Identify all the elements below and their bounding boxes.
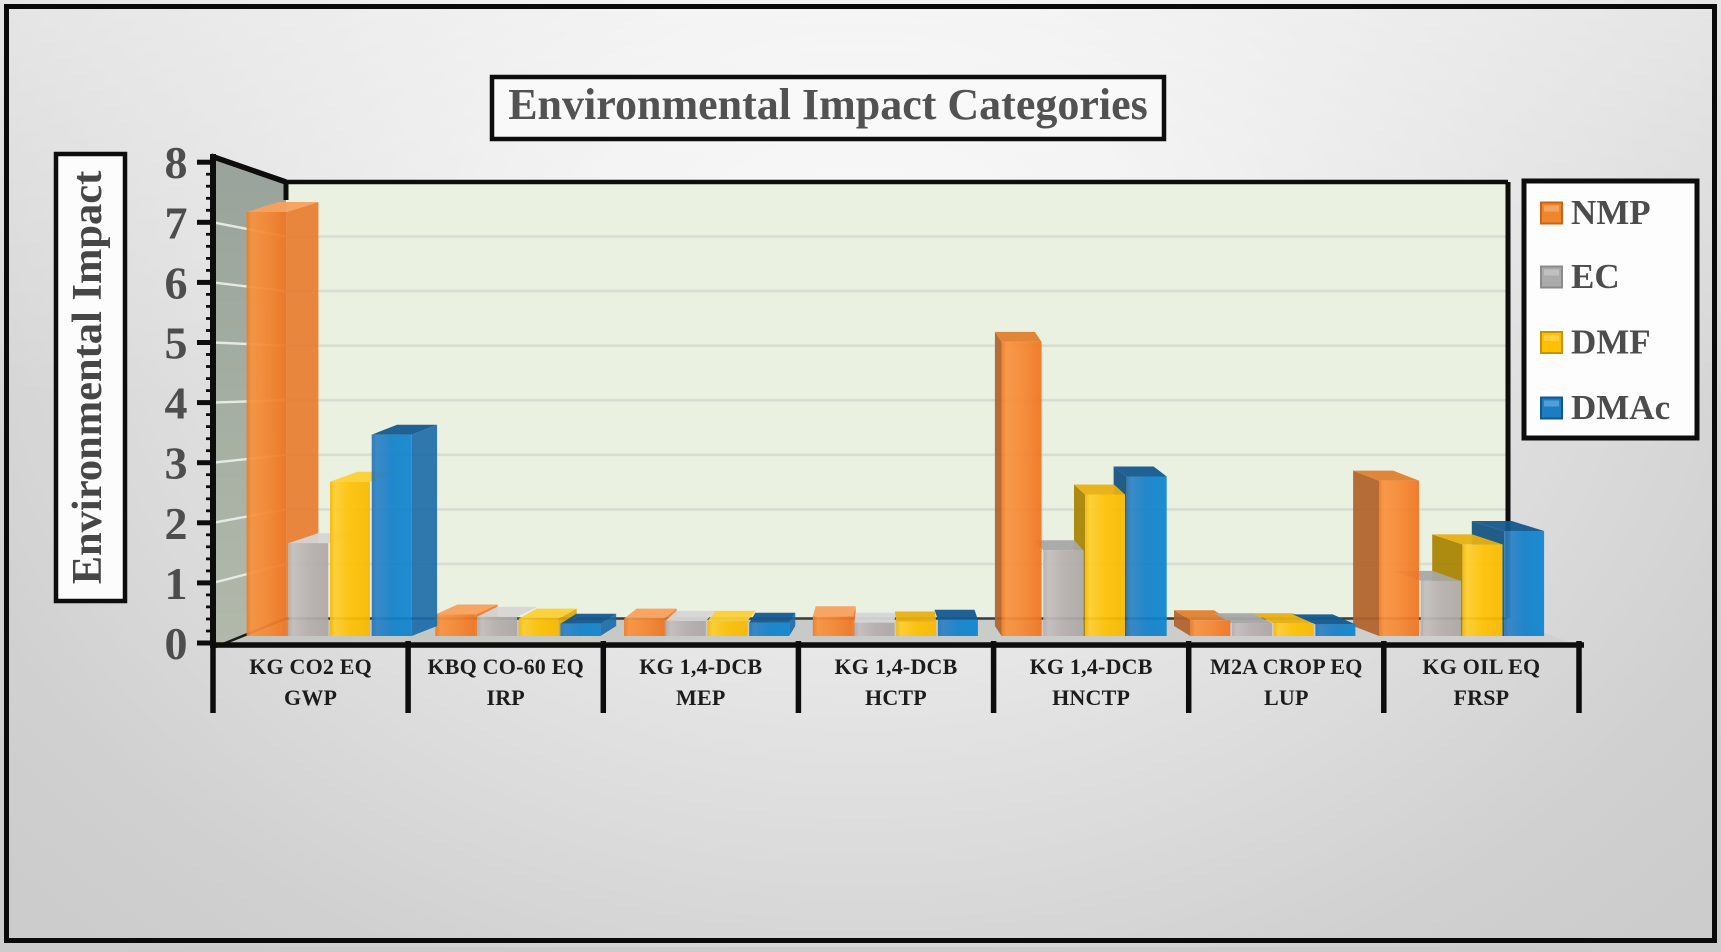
svg-text:DMF: DMF [1571,323,1651,362]
svg-text:KG 1,4-DCB: KG 1,4-DCB [835,654,958,679]
svg-text:M2A CROP EQ: M2A CROP EQ [1210,654,1363,679]
svg-text:KG CO2 EQ: KG CO2 EQ [249,654,372,679]
svg-text:0: 0 [165,618,188,669]
svg-text:3: 3 [165,438,188,489]
svg-text:1: 1 [165,558,188,609]
svg-text:GWP: GWP [284,685,337,710]
svg-text:KG 1,4-DCB: KG 1,4-DCB [639,654,762,679]
svg-text:LUP: LUP [1264,685,1309,710]
svg-text:KG OIL EQ: KG OIL EQ [1422,654,1540,679]
svg-text:NMP: NMP [1571,193,1651,232]
svg-text:7: 7 [165,197,188,248]
svg-text:Environmental Impact Categorie: Environmental Impact Categories [508,80,1148,129]
svg-text:DMAc: DMAc [1571,388,1670,427]
svg-text:8: 8 [165,137,188,188]
svg-text:4: 4 [165,378,188,429]
svg-text:EC: EC [1571,257,1620,296]
svg-text:KG 1,4-DCB: KG 1,4-DCB [1030,654,1153,679]
svg-text:HNCTP: HNCTP [1052,685,1130,710]
svg-text:IRP: IRP [486,685,525,710]
svg-text:HCTP: HCTP [865,685,927,710]
svg-text:FRSP: FRSP [1453,685,1509,710]
svg-text:6: 6 [165,257,188,308]
svg-text:5: 5 [165,318,188,369]
svg-text:Environmental Impact: Environmental Impact [64,171,111,585]
svg-text:KBQ CO-60 EQ: KBQ CO-60 EQ [427,654,583,679]
svg-text:2: 2 [165,498,188,549]
svg-text:MEP: MEP [676,685,725,710]
